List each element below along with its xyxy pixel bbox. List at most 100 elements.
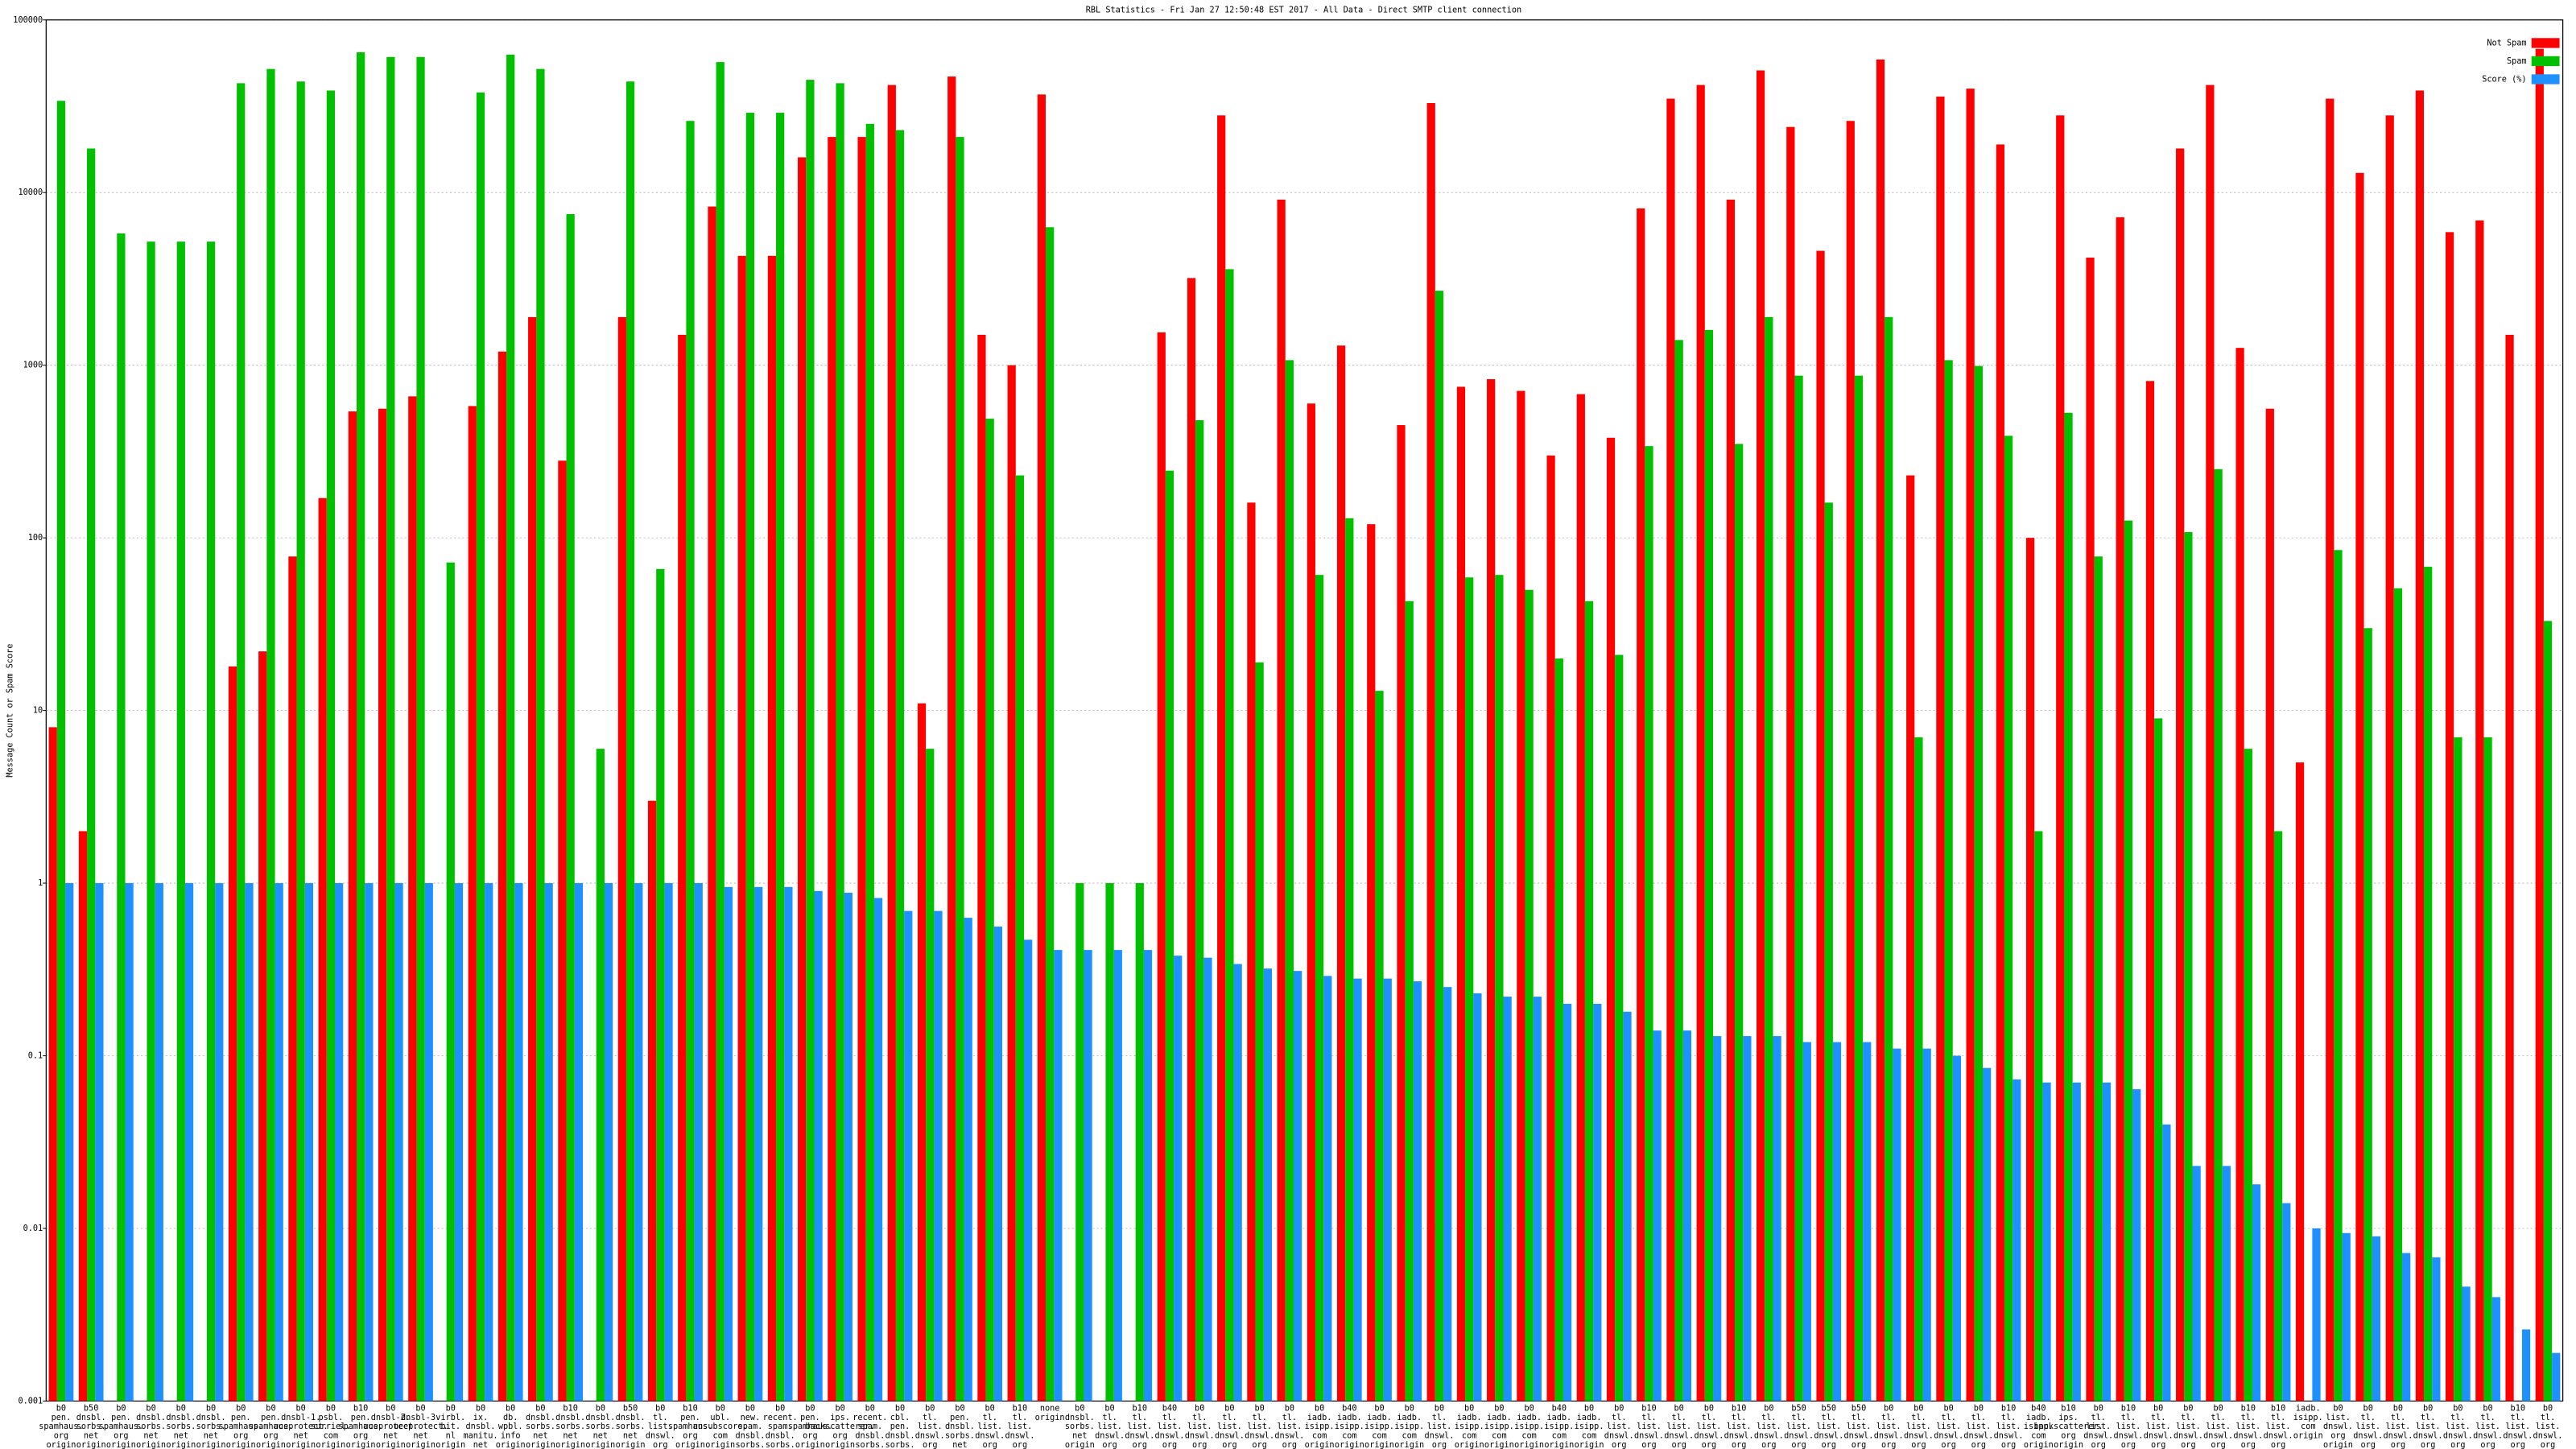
- label-line: dnswl.: [1934, 1432, 1963, 1441]
- label-line: db.: [503, 1414, 518, 1422]
- bar: [776, 113, 785, 1402]
- label-line: b0: [1315, 1405, 1324, 1414]
- bar: [2491, 1297, 2500, 1402]
- label-line: sorbs.: [166, 1422, 196, 1431]
- bar: [1576, 394, 1585, 1402]
- bar: [1187, 278, 1196, 1402]
- bar: [1015, 475, 1025, 1402]
- label-line: b0: [116, 1405, 126, 1414]
- bar: [424, 883, 433, 1402]
- bar: [1165, 470, 1174, 1402]
- label-line: tl.: [1852, 1414, 1866, 1422]
- bar: [1105, 883, 1114, 1402]
- bar: [2312, 1228, 2321, 1402]
- bar: [2454, 737, 2462, 1402]
- bar: [2154, 718, 2163, 1402]
- label-line: org: [54, 1432, 68, 1441]
- label-line: list.: [2086, 1422, 2111, 1431]
- label-line: list.: [2536, 1422, 2561, 1431]
- label-line: com: [1312, 1432, 1327, 1441]
- label-line: b0: [1974, 1405, 1984, 1414]
- label-line: com: [1462, 1432, 1476, 1441]
- bar: [857, 137, 866, 1402]
- label-line: dnsbl.: [886, 1432, 915, 1441]
- label-line: iadb.: [1487, 1414, 1512, 1422]
- bar: [678, 334, 687, 1402]
- label-line: org: [683, 1432, 697, 1441]
- bar: [1615, 654, 1624, 1402]
- bar: [1217, 115, 1226, 1402]
- bar: [2235, 348, 2244, 1402]
- bar: [1893, 1048, 1901, 1402]
- bar: [1966, 89, 1975, 1402]
- bar: [844, 892, 852, 1402]
- label-line: spamhaus.: [249, 1422, 293, 1431]
- label-line: org: [1133, 1441, 1147, 1449]
- label-line: dnswl.: [1694, 1432, 1724, 1441]
- label-line: spamhaus.: [39, 1422, 83, 1431]
- label-line: iadb.: [1367, 1414, 1392, 1422]
- label-line: origin: [256, 1441, 286, 1449]
- x-tick-label: iadb. isipp. com origin: [2293, 1405, 2323, 1441]
- label-line: origin: [825, 1441, 855, 1449]
- label-line: origin: [1065, 1441, 1095, 1449]
- label-line: list.: [1697, 1422, 1722, 1431]
- label-line: origin: [376, 1441, 406, 1449]
- label-line: uceprotect.: [394, 1422, 448, 1431]
- bar: [964, 918, 972, 1402]
- bar: [215, 883, 224, 1402]
- bar: [558, 460, 567, 1402]
- label-line: dnsbl.: [735, 1432, 765, 1441]
- x-tick-label: b0 list. dnswl. org origin: [2323, 1405, 2353, 1449]
- label-line: b0: [1195, 1405, 1204, 1414]
- label-line: list.: [1277, 1422, 1302, 1431]
- label-line: pen.: [890, 1422, 910, 1431]
- bar: [1367, 524, 1376, 1402]
- label-line: b0: [176, 1405, 186, 1414]
- label-line: tl.: [2450, 1414, 2465, 1422]
- bar: [2206, 85, 2215, 1402]
- bar: [184, 883, 194, 1402]
- label-line: tl.: [2121, 1414, 2136, 1422]
- label-line: dnswl.: [2264, 1432, 2293, 1441]
- bar: [1922, 1048, 1931, 1402]
- x-tick-label: b0 dnsbl. sorbs. net origin: [166, 1405, 196, 1449]
- bar: [1704, 329, 1714, 1402]
- label-line: b0: [446, 1405, 456, 1414]
- bar: [1846, 121, 1855, 1402]
- label-line: b10: [2511, 1405, 2525, 1414]
- bar: [828, 137, 836, 1402]
- label-line: dnswl.: [1844, 1432, 1874, 1441]
- bar: [1726, 200, 1736, 1402]
- label-line: b0: [1704, 1405, 1714, 1414]
- bar: [737, 255, 746, 1402]
- label-line: sorbs.: [555, 1422, 585, 1431]
- label-line: b40: [1552, 1405, 1567, 1414]
- label-line: dnswl.: [1814, 1432, 1843, 1441]
- bar: [2222, 1166, 2231, 1402]
- label-line: list.: [2505, 1422, 2530, 1431]
- label-line: list.: [977, 1422, 1002, 1431]
- label-line: manitu.: [463, 1432, 497, 1441]
- label-line: org: [923, 1441, 937, 1449]
- bar: [1773, 1036, 1781, 1402]
- label-line: dnsbl.: [1065, 1414, 1095, 1422]
- label-line: tl.: [2511, 1414, 2525, 1422]
- bar: [1554, 658, 1563, 1402]
- label-line: tl.: [2211, 1414, 2225, 1422]
- bar: [656, 568, 665, 1402]
- bar: [378, 408, 387, 1402]
- label-line: tl.: [2391, 1414, 2405, 1422]
- x-tick-label: b0 db. wpbl. info origin: [496, 1405, 526, 1449]
- bar: [2462, 1286, 2471, 1402]
- bar: [1794, 375, 1803, 1402]
- label-line: spamhaus.: [788, 1422, 832, 1431]
- bar: [686, 121, 695, 1402]
- label-line: isipp.: [1335, 1422, 1364, 1431]
- bar: [1713, 1036, 1722, 1402]
- bar: [865, 123, 874, 1402]
- bar: [2415, 90, 2425, 1402]
